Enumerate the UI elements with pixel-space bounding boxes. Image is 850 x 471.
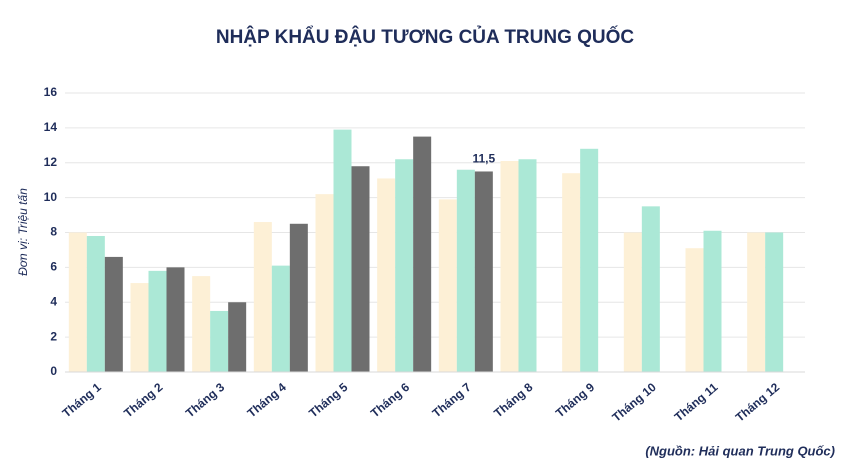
x-tick-label: Tháng 9: [553, 380, 597, 421]
bar: [228, 302, 247, 372]
bar: [456, 169, 475, 372]
bar: [166, 267, 185, 372]
bar: [315, 194, 334, 372]
bar: [562, 173, 581, 372]
bar: [747, 232, 766, 372]
x-tick-label: Tháng 2: [121, 380, 165, 421]
y-tick-label: 10: [44, 190, 58, 204]
bar: [685, 248, 704, 372]
y-tick-label: 6: [50, 260, 57, 274]
x-tick-label: Tháng 10: [609, 380, 659, 425]
bar: [703, 230, 722, 372]
bar: [68, 232, 87, 372]
bar: [351, 166, 370, 372]
y-tick-label: 12: [44, 155, 58, 169]
bar: [148, 270, 167, 372]
x-tick-label: Tháng 8: [491, 380, 535, 421]
x-tick-label: Tháng 1: [60, 380, 104, 421]
bar: [641, 206, 660, 372]
bar: [86, 235, 105, 372]
bar: [210, 310, 229, 372]
bar: [413, 136, 432, 372]
y-tick-label: 16: [44, 85, 58, 99]
x-tick-label: Tháng 5: [306, 380, 350, 421]
bar: [580, 148, 599, 372]
bar: [500, 161, 519, 372]
y-tick-label: 4: [50, 294, 57, 308]
y-tick-label: 0: [50, 364, 57, 378]
y-tick-label: 14: [44, 120, 58, 134]
y-tick-label: 8: [50, 225, 57, 239]
bar: [104, 256, 123, 372]
bar: [438, 199, 457, 372]
x-tick-label: Tháng 12: [733, 380, 783, 425]
bar: [271, 265, 290, 372]
x-tick-label: Tháng 6: [368, 380, 412, 421]
y-axis-label: Đơn vị: Triệu tấn: [16, 188, 30, 276]
bar: [395, 159, 414, 372]
bar: [474, 171, 493, 372]
chart-title: NHẬP KHẨU ĐẬU TƯƠNG CỦA TRUNG QUỐC: [216, 26, 635, 48]
bar: [192, 276, 211, 372]
bar: [289, 223, 308, 372]
bar: [377, 178, 396, 372]
x-tick-label: Tháng 4: [245, 380, 289, 421]
bar: [253, 222, 272, 372]
bar: [518, 159, 537, 372]
x-tick-label: Tháng 11: [672, 380, 721, 424]
y-tick-label: 2: [50, 329, 57, 343]
x-tick-label: Tháng 3: [183, 380, 227, 421]
bar: [130, 283, 149, 372]
bar: [333, 129, 352, 372]
data-label: 11,5: [472, 152, 495, 166]
bar: [765, 232, 784, 372]
source-note: (Nguồn: Hải quan Trung Quốc): [645, 443, 835, 458]
x-tick-label: Tháng 7: [430, 380, 474, 421]
bar: [623, 232, 642, 372]
